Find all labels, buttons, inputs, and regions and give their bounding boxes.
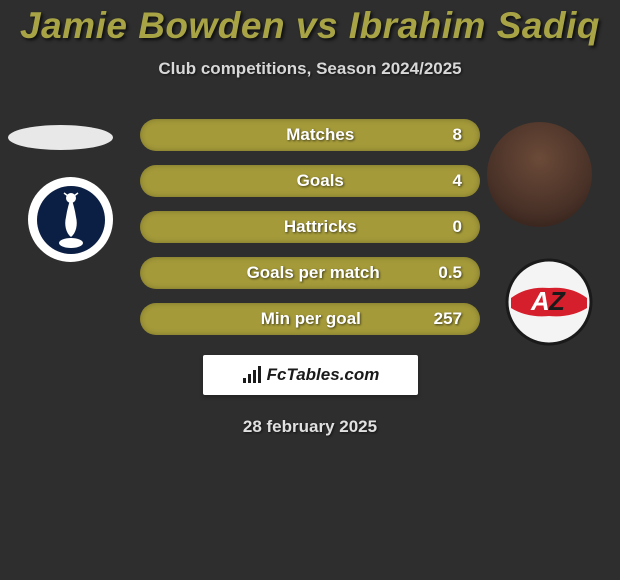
branding-text: FcTables.com bbox=[267, 365, 380, 385]
stat-row: Goals per match 0.5 bbox=[140, 257, 480, 289]
stat-row: Goals 4 bbox=[140, 165, 480, 197]
stat-label: Goals per match bbox=[188, 263, 438, 283]
stat-value: 8 bbox=[453, 125, 462, 145]
stat-label: Hattricks bbox=[188, 217, 453, 237]
stat-row: Min per goal 257 bbox=[140, 303, 480, 335]
page-title: Jamie Bowden vs Ibrahim Sadiq bbox=[0, 0, 620, 47]
branding-badge: FcTables.com bbox=[203, 355, 418, 395]
chart-icon bbox=[241, 366, 263, 384]
stat-value: 0 bbox=[453, 217, 462, 237]
stat-value: 0.5 bbox=[438, 263, 462, 283]
stat-value: 4 bbox=[453, 171, 462, 191]
stat-label: Goals bbox=[188, 171, 453, 191]
stat-value: 257 bbox=[434, 309, 462, 329]
stat-row: Matches 8 bbox=[140, 119, 480, 151]
stat-label: Matches bbox=[188, 125, 453, 145]
footer-date: 28 february 2025 bbox=[0, 417, 620, 437]
stats-container: Matches 8 Goals 4 Hattricks 0 Goals per … bbox=[0, 119, 620, 335]
season-subtitle: Club competitions, Season 2024/2025 bbox=[0, 59, 620, 79]
stat-row: Hattricks 0 bbox=[140, 211, 480, 243]
stat-label: Min per goal bbox=[188, 309, 434, 329]
